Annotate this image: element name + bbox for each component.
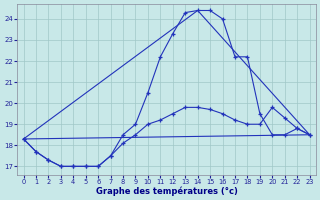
X-axis label: Graphe des températures (°c): Graphe des températures (°c) [96,186,237,196]
